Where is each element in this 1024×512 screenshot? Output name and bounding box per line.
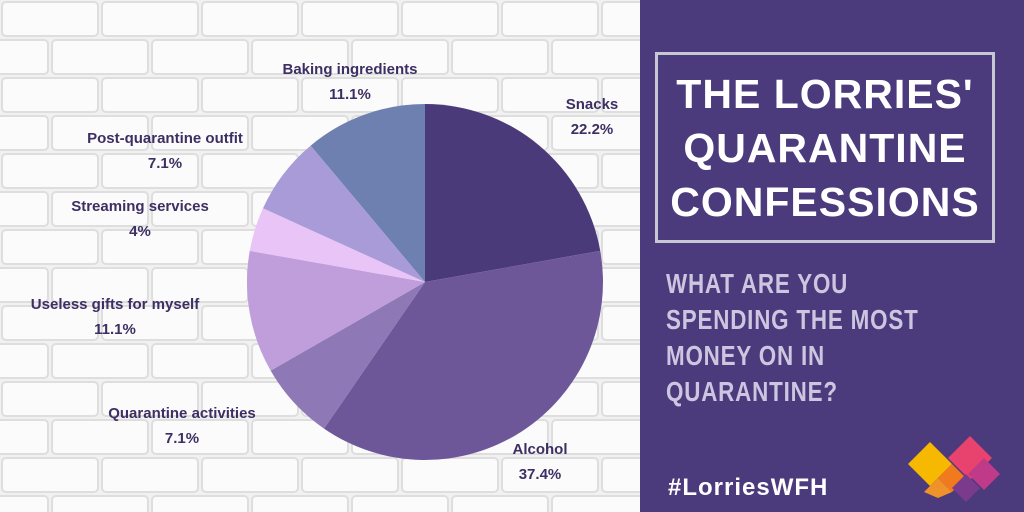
brick (151, 419, 249, 455)
brick (601, 381, 640, 417)
brick (101, 77, 199, 113)
brick (101, 1, 199, 37)
brick (151, 191, 249, 227)
brick (151, 39, 249, 75)
brick (601, 229, 640, 265)
brick (551, 39, 640, 75)
brick (101, 457, 199, 493)
slice-value-label: 4% (129, 223, 151, 240)
brick (351, 39, 449, 75)
brick (201, 457, 299, 493)
hashtag: #LorriesWFH (668, 474, 829, 501)
subtitle: WHAT ARE YOU SPENDING THE MOST MONEY ON … (666, 268, 919, 407)
slice-label: Useless gifts for myself (31, 296, 200, 313)
brick (0, 343, 49, 379)
slice-value-label: 22.2% (571, 121, 614, 138)
brick (401, 457, 499, 493)
title-text: THE LORRIES' QUARANTINE CONFESSIONS (670, 70, 980, 225)
pie-slice (425, 104, 601, 282)
brick (0, 267, 49, 303)
brick (451, 39, 549, 75)
brick (1, 381, 99, 417)
brick (1, 77, 99, 113)
chart: Snacks 22.2% Alcohol 37.4% Quarantine activi… (0, 0, 640, 512)
slice-label: Streaming services (71, 198, 209, 215)
brick (601, 153, 640, 189)
brick (51, 419, 149, 455)
brick (51, 39, 149, 75)
brick (501, 77, 599, 113)
brick (401, 1, 499, 37)
brick (101, 229, 199, 265)
brick (0, 495, 49, 512)
brick (0, 191, 49, 227)
brick (601, 1, 640, 37)
slice-label: Quarantine activities (108, 405, 256, 422)
brick (301, 1, 399, 37)
slice-value-label: 7.1% (165, 430, 199, 447)
slice-value-label: 7.1% (148, 155, 182, 172)
brick (451, 495, 549, 512)
brick (101, 381, 199, 417)
brick (601, 457, 640, 493)
brick (0, 419, 49, 455)
brick (51, 115, 149, 151)
brick (51, 267, 149, 303)
slice-value-label: 37.4% (519, 466, 562, 483)
brick (0, 115, 49, 151)
brick (101, 153, 199, 189)
brick (51, 495, 149, 512)
brick (251, 495, 349, 512)
brick (1, 457, 99, 493)
title: THE LORRIES' QUARANTINE CONFESSIONS (655, 52, 995, 243)
brick (151, 115, 249, 151)
brick (251, 39, 349, 75)
brick (201, 77, 299, 113)
brick (1, 229, 99, 265)
slice-label: Baking ingredients (282, 61, 417, 78)
brick (51, 191, 149, 227)
brick (601, 77, 640, 113)
brick (351, 495, 449, 512)
pie-slice (324, 250, 603, 460)
brick (501, 457, 599, 493)
brick (301, 457, 399, 493)
pie-slice (263, 145, 425, 282)
brick (1, 1, 99, 37)
logo (908, 436, 1000, 502)
brick (151, 495, 249, 512)
pie-slice (249, 208, 425, 282)
pie-slice (270, 282, 425, 429)
brick (601, 305, 640, 341)
pie-slice (247, 250, 425, 371)
brick (0, 39, 49, 75)
slice-label: Snacks (566, 96, 619, 113)
brick (1, 153, 99, 189)
brick (1, 305, 99, 341)
slice-value-label: 11.1% (329, 86, 371, 103)
brick (551, 115, 640, 151)
slice-value-label: 11.1% (94, 321, 136, 338)
brick (101, 305, 199, 341)
brick (151, 343, 249, 379)
brick (551, 419, 640, 455)
brick (201, 1, 299, 37)
slice-label: Alcohol (513, 441, 568, 458)
side-panel: THE LORRIES' QUARANTINE CONFESSIONS WHAT… (640, 0, 1024, 512)
pie-slice (310, 104, 425, 282)
brick (551, 495, 640, 512)
slice-label: Post-quarantine outfit (87, 130, 243, 147)
brick (51, 343, 149, 379)
brick (301, 77, 399, 113)
brick (501, 1, 599, 37)
